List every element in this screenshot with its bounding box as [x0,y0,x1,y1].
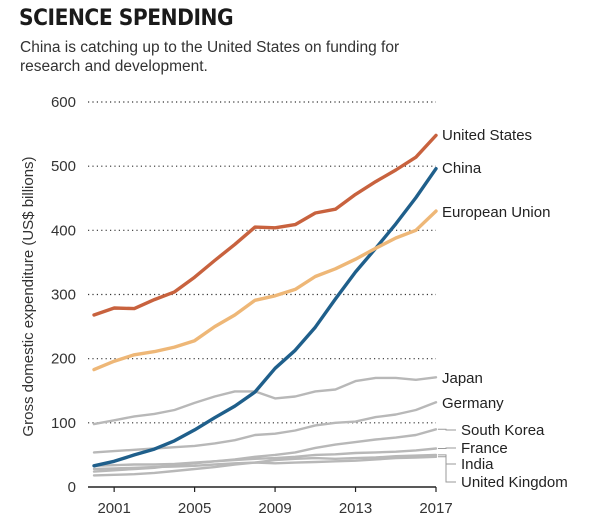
y-tick-label: 100 [51,415,76,432]
x-tick-label: 2001 [97,500,130,516]
series-label-india: India [461,456,494,473]
series-label-france: France [461,440,508,457]
series-line-united-states [92,133,438,317]
series-label-united-kingdom: United Kingdom [461,474,568,491]
series-line-france [92,447,438,467]
series-label-connector [438,428,456,431]
x-tick-label: 2013 [339,500,372,516]
series-line-india [92,453,438,477]
series-label-japan: Japan [442,370,483,387]
series-label-connector [438,454,456,465]
y-tick-label: 200 [51,351,76,368]
series-line-united-kingdom [92,455,438,471]
series-label-european-union: European Union [442,204,550,221]
y-tick-label: 300 [51,287,76,304]
series-label-connector [438,456,456,483]
chart-subtitle: China is catching up to the United State… [20,39,400,75]
series-label-germany: Germany [442,395,504,412]
x-tick-label: 2009 [258,500,291,516]
series-label-united-states: United States [442,127,532,144]
y-tick-label: 400 [51,222,76,239]
series-line-germany [92,401,438,454]
series-label-china: China [442,160,482,177]
y-tick-label: 0 [68,479,76,496]
chart-title: SCIENCE SPENDING [19,6,234,31]
series-label-connector [438,447,456,449]
series-line-china [92,166,438,468]
y-tick-label: 500 [51,158,76,175]
y-tick-label: 600 [51,94,76,111]
series-line-european-union [92,209,438,372]
x-tick-label: 2017 [419,500,452,516]
x-tick-label: 2005 [178,500,211,516]
series-label-south-korea: South Korea [461,422,545,439]
y-axis-label: Gross domestic expenditure (US$ billions… [20,156,37,436]
series-line-japan [92,376,438,426]
